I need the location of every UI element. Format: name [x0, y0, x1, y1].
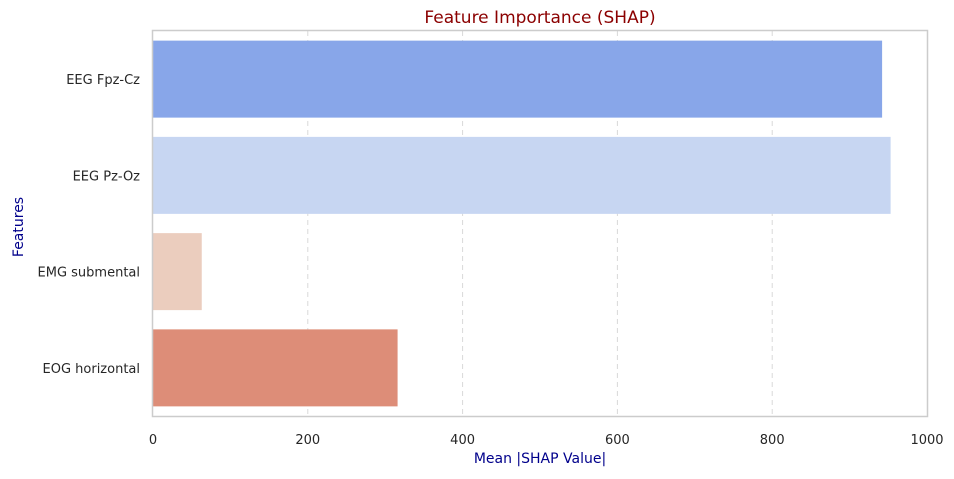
- y-tick-label: EEG Fpz-Cz: [66, 73, 140, 88]
- y-tick-labels: EEG Fpz-Cz EEG Pz-Oz EMG submental EOG hori…: [38, 73, 141, 377]
- plot-frame: [151, 29, 929, 418]
- x-tick-label: 200: [295, 433, 320, 448]
- bar-layer: [153, 40, 891, 407]
- chart-title: Feature Importance (SHAP): [424, 8, 655, 28]
- y-tick-label: EMG submental: [38, 266, 140, 281]
- x-axis-label: Mean |SHAP Value|: [474, 451, 606, 467]
- y-axis-label: Features: [11, 197, 27, 257]
- bar-eog-horizontal: [153, 329, 398, 407]
- bar-eeg-pz-oz: [153, 136, 891, 214]
- x-tick-label: 1000: [910, 433, 943, 448]
- y-tick-label: EEG Pz-Oz: [73, 169, 141, 184]
- y-tick-label: EOG horizontal: [43, 362, 141, 377]
- x-tick-label: 400: [450, 433, 475, 448]
- x-tick-label: 0: [149, 433, 157, 448]
- bar-emg-submental: [153, 233, 202, 311]
- x-tick-label: 800: [760, 433, 785, 448]
- x-tick-labels: 0 200 400 600 800 1000: [149, 433, 944, 448]
- x-tick-label: 600: [605, 433, 630, 448]
- bar-eeg-fpz-cz: [153, 40, 883, 118]
